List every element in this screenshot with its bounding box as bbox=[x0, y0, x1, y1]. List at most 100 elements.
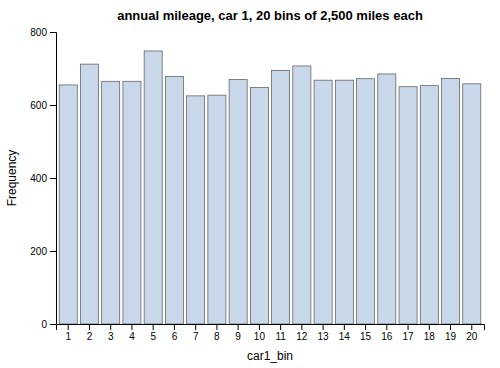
tick-label: 16 bbox=[381, 331, 393, 342]
tick-mark bbox=[386, 324, 387, 330]
y-tick: 800 bbox=[30, 27, 56, 38]
y-tick: 0 bbox=[41, 319, 56, 330]
x-tick: 16 bbox=[381, 324, 393, 342]
x-tick: 10 bbox=[254, 324, 266, 342]
tick-mark bbox=[259, 324, 260, 330]
bar bbox=[442, 78, 460, 324]
tick-mark bbox=[408, 324, 409, 330]
x-tick: 20 bbox=[466, 324, 478, 342]
chart: 1234567891011121314151617181920020040060… bbox=[0, 0, 500, 368]
tick-mark bbox=[50, 324, 56, 325]
tick-label: 18 bbox=[424, 331, 436, 342]
tick-label: 11 bbox=[275, 331, 286, 342]
y-tick: 400 bbox=[30, 173, 56, 184]
tick-mark bbox=[344, 324, 345, 330]
bar bbox=[399, 87, 417, 324]
bar bbox=[357, 79, 375, 324]
tick-label: 17 bbox=[403, 331, 415, 342]
tick-label: 12 bbox=[296, 331, 308, 342]
tick-label: 5 bbox=[150, 331, 156, 342]
title: annual mileage, car 1, 20 bins of 2,500 … bbox=[117, 8, 423, 23]
x-tick: 3 bbox=[108, 324, 114, 342]
tick-label: 9 bbox=[235, 331, 241, 342]
bar bbox=[165, 77, 183, 324]
tick-mark bbox=[50, 178, 56, 179]
x-axis-label: car1_bin bbox=[247, 349, 293, 363]
y-axis: 0 200 400 600 800 bbox=[30, 27, 56, 330]
x-tick: 12 bbox=[296, 324, 308, 342]
tick-label: 15 bbox=[360, 331, 372, 342]
tick-mark bbox=[195, 324, 196, 330]
bar bbox=[102, 81, 120, 324]
x-tick: 1 bbox=[65, 324, 71, 342]
bar bbox=[208, 95, 226, 324]
tick-label: 7 bbox=[193, 331, 199, 342]
bar bbox=[378, 74, 396, 324]
bars bbox=[59, 51, 481, 324]
tick-label: 8 bbox=[214, 331, 220, 342]
bar bbox=[144, 51, 162, 324]
x-tick: 7 bbox=[193, 324, 199, 342]
x-tick: 6 bbox=[172, 324, 178, 342]
bar bbox=[59, 85, 77, 324]
tick-label: 13 bbox=[318, 331, 330, 342]
axis-line bbox=[50, 33, 57, 325]
tick-label: 0 bbox=[41, 319, 47, 330]
tick-label: 400 bbox=[30, 173, 47, 184]
y-axis-label: Frequency bbox=[5, 150, 19, 207]
bar bbox=[123, 81, 141, 324]
tick-mark bbox=[429, 324, 430, 330]
tick-label: 20 bbox=[466, 331, 478, 342]
x-axis: 1234567891011121314151617181920 bbox=[57, 324, 485, 342]
bar bbox=[187, 96, 205, 324]
tick-label: 2 bbox=[87, 331, 93, 342]
x-tick: 8 bbox=[214, 324, 220, 342]
bar bbox=[293, 66, 311, 324]
tick-label: 3 bbox=[108, 331, 114, 342]
tick-mark bbox=[153, 324, 154, 330]
bar bbox=[229, 79, 247, 324]
tick-mark bbox=[280, 324, 281, 330]
tick-label: 14 bbox=[339, 331, 351, 342]
tick-mark bbox=[471, 324, 472, 330]
tick-label: 800 bbox=[30, 27, 47, 38]
tick-mark bbox=[50, 105, 56, 106]
bar bbox=[80, 64, 98, 324]
bar bbox=[250, 87, 268, 324]
tick-mark bbox=[68, 324, 69, 330]
tick-label: 10 bbox=[254, 331, 266, 342]
tick-mark bbox=[50, 251, 56, 252]
x-tick: 18 bbox=[424, 324, 436, 342]
x-tick: 11 bbox=[275, 324, 286, 342]
tick-mark bbox=[323, 324, 324, 330]
tick-mark bbox=[89, 324, 90, 330]
tick-label: 1 bbox=[65, 331, 71, 342]
bar bbox=[463, 84, 481, 324]
bar bbox=[420, 86, 438, 324]
tick-mark bbox=[450, 324, 451, 330]
tick-mark bbox=[174, 324, 175, 330]
x-tick: 17 bbox=[403, 324, 415, 342]
tick-mark bbox=[301, 324, 302, 330]
y-tick: 200 bbox=[30, 246, 56, 257]
tick-label: 4 bbox=[129, 331, 135, 342]
x-tick: 4 bbox=[129, 324, 135, 342]
tick-mark bbox=[131, 324, 132, 330]
tick-mark bbox=[365, 324, 366, 330]
tick-label: 6 bbox=[172, 331, 178, 342]
x-tick: 9 bbox=[235, 324, 241, 342]
plot: 1234567891011121314151617181920020040060… bbox=[30, 27, 484, 342]
tick-mark bbox=[216, 324, 217, 330]
tick-mark bbox=[110, 324, 111, 330]
tick-mark bbox=[238, 324, 239, 330]
tick-label: 19 bbox=[445, 331, 457, 342]
tick-label: 200 bbox=[30, 246, 47, 257]
bar bbox=[314, 80, 332, 324]
bar bbox=[335, 80, 353, 324]
tick-mark bbox=[50, 32, 56, 33]
x-tick: 19 bbox=[445, 324, 457, 342]
bar bbox=[272, 70, 290, 324]
axis-line bbox=[57, 325, 485, 331]
y-tick: 600 bbox=[30, 100, 56, 111]
x-tick: 14 bbox=[339, 324, 351, 342]
